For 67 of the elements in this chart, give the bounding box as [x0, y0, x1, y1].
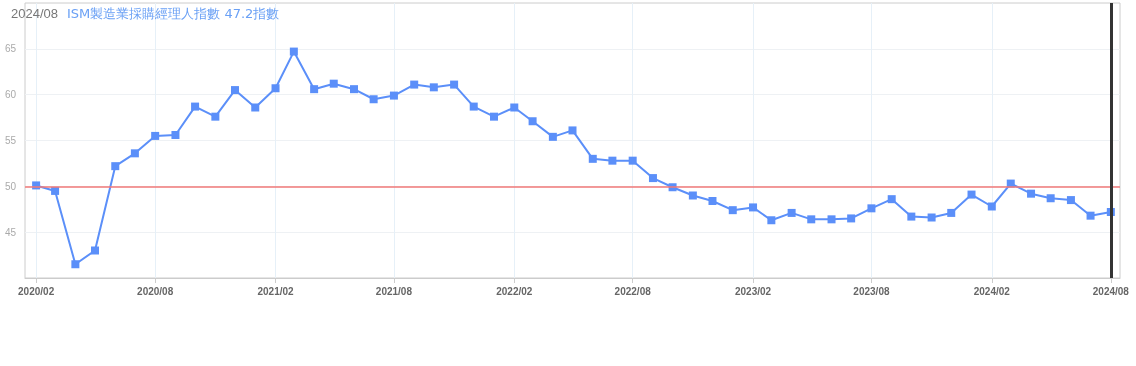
point [867, 204, 876, 213]
point [1027, 189, 1036, 198]
point [568, 126, 577, 135]
x-tick-label: 2021/08 [375, 285, 413, 297]
x-tick-label: 2021/02 [257, 285, 295, 297]
point [847, 214, 856, 223]
point [767, 216, 776, 225]
point [907, 212, 916, 221]
point [749, 203, 758, 212]
point [191, 102, 200, 111]
point [310, 85, 319, 94]
point [1086, 211, 1095, 220]
point [389, 91, 398, 100]
point [490, 112, 499, 121]
point [171, 131, 180, 139]
point [807, 215, 816, 224]
point [369, 95, 378, 104]
y-tick-label: 45 [5, 226, 17, 238]
point [350, 85, 359, 94]
point [71, 260, 80, 269]
point [548, 132, 557, 141]
x-tick-label: 2020/08 [137, 285, 174, 297]
point [1046, 194, 1055, 203]
point [1066, 196, 1075, 205]
y-tick-label: 65 [5, 43, 17, 55]
y-tick-label: 55 [5, 135, 17, 146]
x-tick-label: 2024/02 [973, 285, 1011, 297]
point [787, 208, 796, 217]
point [130, 149, 139, 158]
point [608, 156, 617, 165]
point [947, 208, 956, 217]
point [728, 206, 737, 215]
point [987, 202, 996, 211]
point [429, 83, 438, 92]
point [708, 197, 717, 205]
point [967, 190, 976, 199]
point [628, 156, 637, 165]
point [450, 80, 459, 89]
x-tick-label: 2023/08 [853, 285, 890, 297]
point [510, 103, 519, 112]
point [887, 195, 896, 204]
point [211, 112, 220, 121]
point [329, 79, 338, 88]
x-tick-label: 2024/08 [1092, 285, 1130, 297]
chart-subtitle: ISM製造業採購經理人指數 47.2指數 [67, 6, 280, 21]
point [927, 213, 936, 222]
y-tick-label: 50 [5, 180, 17, 192]
point [410, 80, 419, 89]
point [588, 154, 597, 163]
point [827, 215, 836, 224]
x-tick-label: 2020/02 [18, 285, 55, 297]
point [111, 162, 120, 171]
point [151, 131, 160, 140]
x-tick-label: 2022/02 [496, 285, 533, 297]
x-tick-label: 2022/08 [614, 285, 652, 297]
point [688, 191, 697, 200]
point [90, 246, 99, 255]
chart-title: 2024/08 [11, 6, 58, 21]
y-tick-label: 60 [5, 89, 17, 101]
point [271, 84, 280, 93]
point [469, 102, 478, 111]
point [289, 47, 298, 56]
point [230, 86, 239, 95]
point [251, 103, 260, 112]
point [648, 174, 657, 183]
point [528, 117, 537, 126]
x-tick-label: 2023/02 [734, 285, 772, 297]
